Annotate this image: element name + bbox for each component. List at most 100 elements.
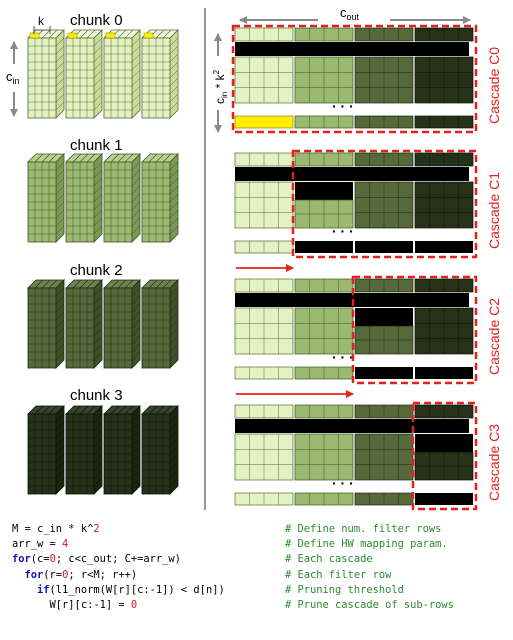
matrix-block [415, 28, 473, 41]
c-in-label: cin [6, 69, 20, 86]
matrix-block [235, 116, 293, 128]
matrix-block [235, 405, 293, 418]
highlight-cell [144, 33, 153, 38]
code-text: M = c_in * k^2 [12, 522, 100, 537]
pruning-diagram: chunk 0 chunk 1 chunk 2 chunk 3 · · · Cascad… [0, 0, 513, 512]
matrix-block [355, 434, 413, 480]
matrix-block [415, 367, 473, 379]
c-out-dimension: cout [240, 5, 470, 22]
matrix-block [355, 493, 413, 505]
matrix-block [235, 28, 293, 41]
code-line: M = c_in * k^2 # Define num. filter rows [0, 522, 513, 537]
matrix-block [415, 279, 473, 292]
cascade-label: Cascade C2 [486, 298, 502, 375]
filter-block [142, 280, 178, 368]
code-text: if(l1_norm(W[r][c:-1]) < d[n]) [12, 583, 225, 598]
code-line: W[r][c:-1] = 0 # Prune cascade of sub-row… [0, 598, 513, 613]
matrix-block [355, 182, 413, 228]
matrix-block [415, 57, 473, 103]
chunk-1: chunk 1 [28, 137, 178, 242]
matrix-block [295, 116, 353, 128]
ellipsis: · · · [332, 223, 354, 239]
matrix-block [235, 241, 293, 253]
filter-block [66, 154, 102, 242]
matrix-block [295, 405, 353, 418]
matrix-block [295, 279, 353, 292]
k-label: k [38, 14, 45, 28]
matrix-block [295, 434, 353, 480]
matrix-block [415, 308, 473, 354]
cascade-2: · · · Cascade C2 [235, 277, 502, 394]
chunk-label: chunk 3 [70, 387, 123, 404]
code-comment: # Each filter row [285, 568, 391, 583]
ellipsis: · · · [332, 475, 354, 491]
filter-block [142, 406, 178, 494]
code-listing: M = c_in * k^2 # Define num. filter rows a… [0, 516, 513, 640]
filter-block [142, 30, 178, 118]
chunk-label: chunk 0 [70, 12, 123, 29]
matrix-block [235, 367, 293, 379]
highlight-cell [106, 33, 115, 38]
matrix-block [355, 116, 413, 128]
ellipsis: · · · [332, 349, 354, 365]
cascades: · · · Cascade C0 · · · Cascade C1 · · · Casca… [233, 26, 502, 512]
filter-block [28, 30, 64, 118]
filter-block [28, 406, 64, 494]
filter-block [104, 280, 140, 368]
chunk-label: chunk 1 [70, 137, 123, 154]
pruned-row [235, 419, 469, 433]
matrix-block [235, 182, 293, 228]
filter-block [28, 280, 64, 368]
code-comment: # Pruning threshold [285, 583, 404, 598]
matrix-block [355, 279, 413, 292]
pruned-row [235, 167, 469, 181]
matrix-block [415, 493, 473, 505]
cascade-1: · · · Cascade C1 [235, 151, 502, 268]
code-comment: # Prune cascade of sub-rows [285, 598, 454, 613]
code-comment: # Define HW mapping param. [285, 537, 448, 552]
ellipsis: · · · [332, 98, 354, 114]
matrix-block [235, 493, 293, 505]
matrix-block [295, 241, 353, 253]
matrix-block [295, 182, 353, 228]
matrix-block [235, 279, 293, 292]
code-text: W[r][c:-1] = 0 [12, 598, 137, 613]
matrix-block [235, 434, 293, 480]
filter-block [104, 406, 140, 494]
matrix-block [295, 367, 353, 379]
matrix-block [355, 405, 413, 418]
filter-block [66, 30, 102, 118]
matrix-block [415, 182, 473, 228]
matrix-block [415, 405, 473, 418]
cascade-0: · · · Cascade C0 [233, 26, 502, 132]
code-comment: # Each cascade [285, 552, 373, 567]
pruned-row [235, 42, 469, 56]
code-line: arr_w = 4 # Define HW mapping param. [0, 537, 513, 552]
matrix-block [235, 308, 293, 354]
matrix-block [295, 493, 353, 505]
cascade-3: · · · Cascade C3 [235, 403, 502, 512]
cascade-label: Cascade C1 [486, 172, 502, 249]
matrix-block [295, 57, 353, 103]
chunk-3: chunk 3 [28, 387, 178, 494]
matrix-block [355, 241, 413, 253]
code-line: for(r=0; r<M; r++) # Each filter row [0, 568, 513, 583]
matrix-block [235, 57, 293, 103]
matrix-block [295, 153, 353, 166]
rows-dimension: cin * k2 [212, 34, 229, 132]
matrix-block [415, 241, 473, 253]
code-text: for(c=0; c<c_out; C+=arr_w) [12, 552, 181, 567]
matrix-block [355, 153, 413, 166]
filter-block [28, 154, 64, 242]
cascade-label: Cascade C0 [486, 47, 502, 124]
matrix-block [355, 57, 413, 103]
c-in-dimension: cin [6, 42, 20, 116]
code-line: if(l1_norm(W[r][c:-1]) < d[n]) # Pruning … [0, 583, 513, 598]
matrix-block [295, 28, 353, 41]
filter-block [104, 30, 140, 118]
highlight-cell [68, 33, 77, 38]
chunk-label: chunk 2 [70, 262, 123, 279]
matrix-block [295, 308, 353, 354]
code-line: for(c=0; c<c_out; C+=arr_w) # Each cascad… [0, 552, 513, 567]
cascade-label: Cascade C3 [486, 424, 502, 501]
